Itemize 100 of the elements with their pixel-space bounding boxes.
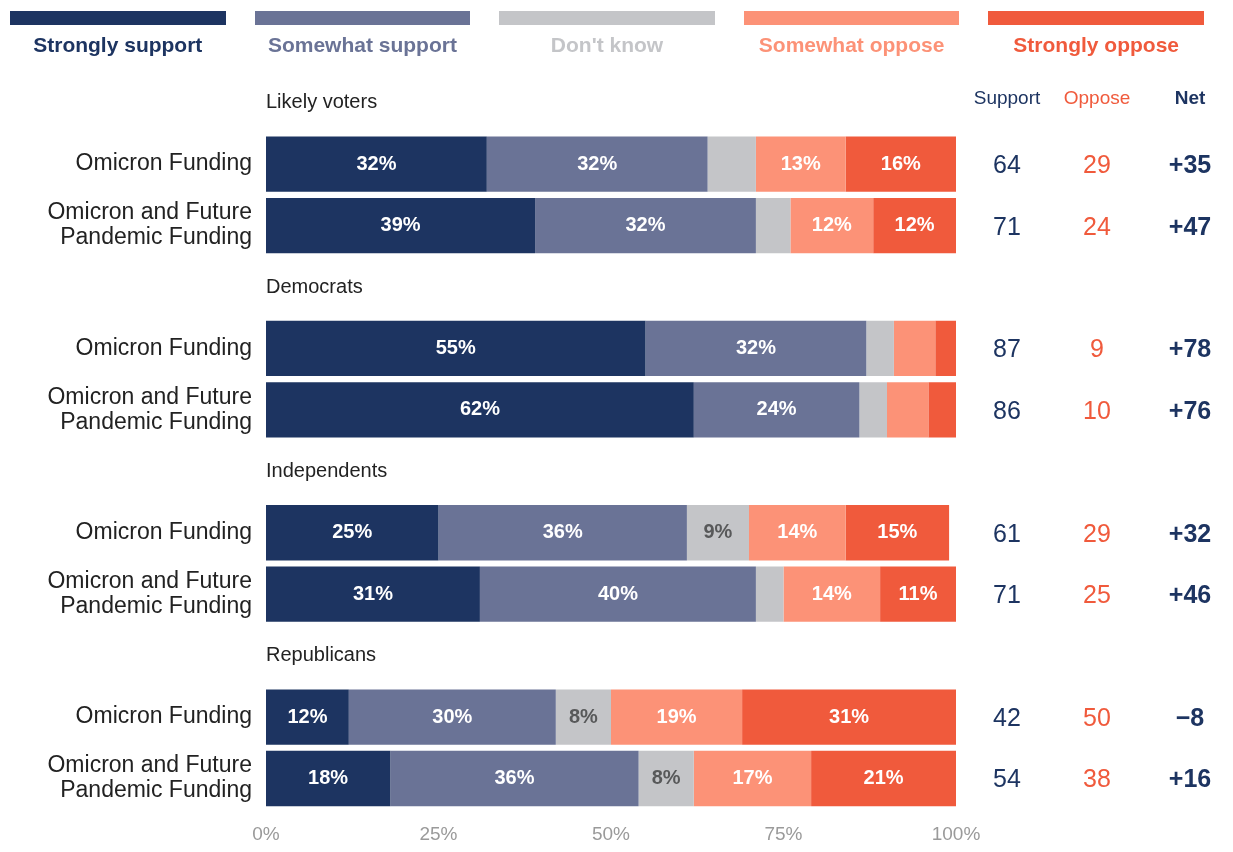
data-label: 32%	[356, 151, 397, 174]
data-label: 15%	[877, 520, 918, 543]
text: Strongly support	[32, 33, 204, 57]
data-label: 12%	[287, 704, 328, 727]
data-label: 12%	[811, 213, 853, 236]
data-label: 17%	[732, 766, 773, 788]
data-label: 9%	[703, 520, 733, 543]
x-tick-label: 50%	[591, 822, 631, 844]
data-label: 40%	[597, 581, 639, 604]
text: 29	[1082, 149, 1112, 180]
data-label: 12%	[894, 213, 935, 236]
data-label: 36%	[494, 766, 535, 788]
bar	[645, 320, 867, 377]
data-label: 32%	[735, 335, 777, 358]
bar	[266, 689, 349, 745]
data-label: 13%	[780, 151, 821, 174]
bar	[893, 320, 936, 377]
text: 24	[1082, 210, 1112, 241]
text: 38	[1082, 763, 1112, 794]
bar	[693, 750, 812, 807]
y-tick-label: Omicron and Future Pandemic Funding	[47, 198, 252, 250]
data-label: 8%	[568, 704, 599, 727]
text: 64	[992, 149, 1022, 180]
data-label: 32%	[577, 151, 618, 174]
y-tick-label: Democrats	[266, 274, 363, 297]
text: +32	[1167, 517, 1213, 548]
text: 61	[992, 517, 1022, 548]
data-label: 25%	[332, 520, 373, 543]
data-label: 36%	[542, 520, 583, 543]
bar	[535, 197, 756, 254]
text: 9	[1089, 333, 1105, 364]
bar	[859, 382, 887, 438]
y-tick-label: Omicron Funding	[75, 149, 252, 176]
text: 86	[992, 394, 1022, 425]
text: Strongly oppose	[1012, 33, 1181, 57]
text: 25	[1082, 579, 1112, 610]
data-label: 11%	[898, 581, 938, 604]
bar	[266, 197, 536, 254]
data-label: 21%	[863, 766, 904, 788]
text: +16	[1167, 763, 1213, 794]
text: +46	[1167, 579, 1213, 610]
text: 42	[992, 702, 1022, 733]
bar	[479, 566, 756, 622]
bar	[880, 566, 956, 622]
bar	[887, 382, 929, 438]
data-label: 19%	[656, 704, 697, 727]
y-tick-label: Likely voters	[266, 90, 378, 113]
text: Net	[1173, 86, 1207, 109]
bar	[266, 750, 391, 807]
text: Don't know	[549, 33, 665, 57]
bar	[638, 750, 694, 807]
x-tick-label: 75%	[764, 822, 803, 844]
bar	[755, 566, 784, 622]
bar	[348, 689, 556, 745]
text: Somewhat oppose	[757, 33, 946, 57]
y-tick-label: Independents	[266, 458, 388, 481]
bar	[486, 136, 708, 192]
text: 50	[1082, 702, 1112, 733]
data-label: 31%	[829, 704, 870, 727]
text: 54	[992, 763, 1022, 794]
text: −8	[1174, 702, 1206, 733]
bar	[266, 320, 646, 377]
x-tick-label: 100%	[931, 822, 981, 844]
text: 87	[992, 333, 1022, 364]
bar	[755, 136, 846, 192]
data-label: 31%	[352, 581, 394, 604]
bar	[749, 505, 846, 561]
text: Somewhat support	[266, 33, 458, 57]
bar	[266, 382, 694, 438]
x-tick-label: 0%	[252, 822, 280, 844]
data-label: 14%	[777, 520, 818, 543]
y-tick-label: Omicron Funding	[75, 702, 252, 729]
y-tick-label: Omicron and Future Pandemic Funding	[47, 751, 252, 803]
bar	[873, 197, 956, 254]
y-tick-label: Omicron and Future Pandemic Funding	[47, 382, 252, 434]
bar	[555, 689, 611, 745]
text: Oppose	[1063, 86, 1131, 108]
text: +47	[1167, 210, 1213, 241]
text: 29	[1082, 517, 1112, 548]
bar	[390, 750, 639, 807]
bar	[266, 566, 480, 622]
bar	[928, 382, 956, 438]
bar	[742, 689, 956, 745]
bar	[783, 566, 881, 622]
x-tick-label: 25%	[419, 822, 458, 844]
data-label: 8%	[651, 766, 681, 788]
bar	[755, 197, 791, 254]
data-label: 39%	[380, 213, 421, 236]
data-label: 14%	[811, 581, 853, 604]
data-label: 30%	[432, 704, 473, 727]
data-label: 16%	[880, 151, 922, 174]
bar	[790, 197, 874, 254]
y-tick-label: Omicron and Future Pandemic Funding	[47, 567, 252, 619]
text: +35	[1167, 149, 1213, 180]
bar	[266, 136, 487, 192]
y-tick-label: Omicron Funding	[75, 333, 252, 360]
text: Support	[973, 86, 1041, 108]
bar	[693, 382, 860, 438]
text: 71	[992, 579, 1022, 610]
y-tick-label: Omicron Funding	[75, 518, 252, 545]
